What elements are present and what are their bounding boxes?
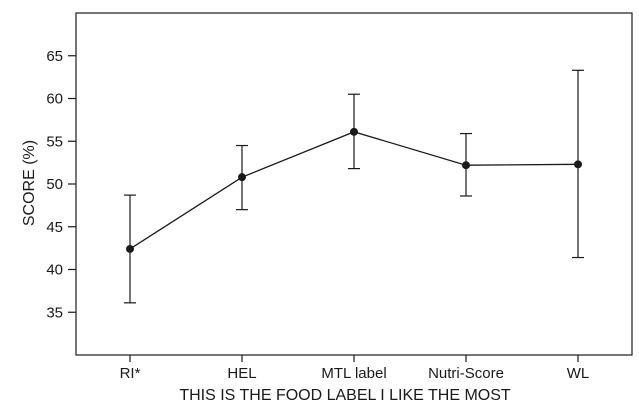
data-point xyxy=(462,161,470,170)
y-tick-label: 40 xyxy=(46,262,63,279)
x-tick-label: WL xyxy=(567,365,590,382)
data-point xyxy=(238,173,246,182)
series-score xyxy=(124,69,584,304)
y-tick-label: 60 xyxy=(46,91,63,108)
x-tick-label: Nutri-Score xyxy=(428,365,504,382)
data-point xyxy=(126,244,134,253)
y-tick-label: 65 xyxy=(46,48,63,65)
y-tick-label: 35 xyxy=(46,304,63,321)
y-tick-label: 45 xyxy=(46,219,63,236)
y-axis-title: SCORE (%) xyxy=(21,140,38,226)
plot-border xyxy=(75,12,633,356)
x-tick-label: HEL xyxy=(227,365,256,382)
x-axis: RI* HEL MTL label Nutri-Score WL xyxy=(120,355,590,382)
y-axis: 35 40 45 50 55 60 65 xyxy=(46,48,76,321)
x-axis-title: THIS IS THE FOOD LABEL I LIKE THE MOST xyxy=(179,387,511,404)
y-tick-label: 50 xyxy=(46,176,63,193)
data-point xyxy=(574,160,582,169)
y-tick-label: 55 xyxy=(46,133,63,150)
plot-area xyxy=(75,12,633,356)
x-tick-label: RI* xyxy=(120,365,141,382)
data-point xyxy=(350,127,358,136)
x-tick-label: MTL label xyxy=(321,365,386,382)
